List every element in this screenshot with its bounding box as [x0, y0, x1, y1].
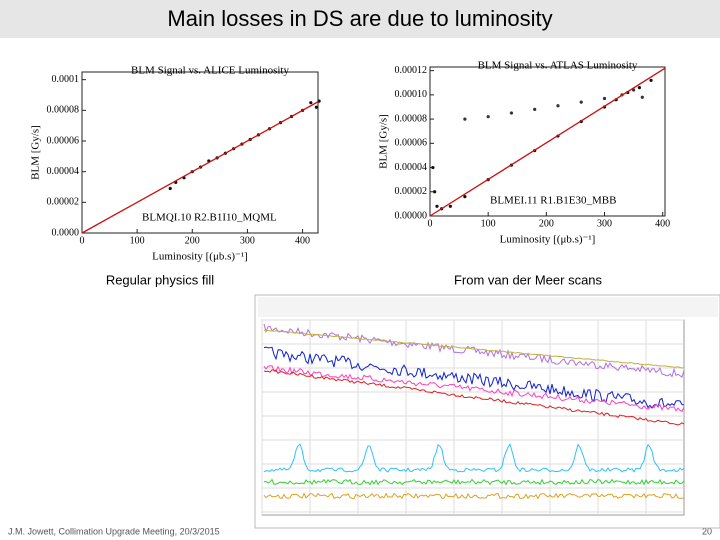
- x-tick-label: 300: [240, 235, 255, 246]
- screenshot-trace: [263, 478, 685, 486]
- point: [533, 107, 537, 111]
- x-axis-label: Luminosity [(μb.s)⁻¹]: [152, 251, 248, 263]
- y-tick-label: 0.00004: [47, 166, 80, 177]
- fit-line: [81, 101, 319, 234]
- caption: From van der Meer scans: [454, 272, 603, 287]
- point: [435, 204, 439, 208]
- x-tick-label: 200: [539, 218, 554, 229]
- point: [448, 204, 452, 208]
- x-tick-label: 200: [185, 235, 200, 246]
- point: [637, 85, 642, 90]
- point: [168, 186, 172, 191]
- annotation: BLMQI.10 R2.B1I10_MQML: [142, 212, 277, 224]
- screenshot-trace: [263, 492, 685, 500]
- point: [463, 195, 467, 199]
- screenshot-trace: [263, 323, 685, 379]
- screenshot-trace: [263, 346, 685, 409]
- screenshot-trace: [263, 443, 685, 473]
- x-tick-label: 100: [481, 218, 496, 229]
- page-number: 20: [702, 526, 712, 536]
- y-tick-label: 0.00006: [47, 135, 80, 146]
- y-tick-label: 0.00012: [395, 65, 428, 76]
- slide-title: Main losses in DS are due to luminosity: [167, 6, 552, 31]
- screenshot-header: [258, 297, 718, 317]
- point: [463, 117, 467, 121]
- point: [314, 105, 318, 109]
- plot-area: [81, 71, 319, 234]
- x-tick-label: 100: [130, 235, 145, 246]
- x-tick-label: 400: [655, 218, 670, 229]
- point: [649, 78, 653, 82]
- point: [602, 96, 607, 101]
- annotation: BLMEI.11 R1.B1E30_MBB: [490, 195, 616, 207]
- screenshot-trace: [263, 329, 685, 369]
- title-band: [0, 0, 720, 38]
- y-tick-label: 0.00010: [395, 89, 428, 100]
- point: [433, 190, 437, 194]
- x-tick-label: 400: [295, 235, 310, 246]
- point: [579, 100, 583, 104]
- caption: Regular physics fill: [106, 272, 214, 287]
- y-tick-label: 0.0000: [52, 227, 80, 238]
- x-tick-label: 300: [597, 218, 612, 229]
- x-axis-label: Luminosity [(μb.s)⁻¹]: [500, 234, 596, 246]
- point: [486, 115, 490, 119]
- y-tick-label: 0.00004: [395, 162, 428, 173]
- y-tick-label: 0.00002: [395, 186, 428, 197]
- point: [309, 101, 313, 105]
- y-tick-label: 0.0001: [52, 74, 80, 85]
- y-tick-label: 0.00006: [395, 138, 428, 149]
- y-tick-label: 0.00008: [47, 105, 80, 116]
- point: [431, 165, 435, 170]
- fit-line: [429, 67, 666, 217]
- screenshot-trace: [263, 369, 685, 426]
- footer: J.M. Jowett, Collimation Upgrade Meeting…: [8, 526, 220, 536]
- y-axis-label: BLM [Gy/s]: [378, 114, 390, 169]
- y-tick-label: 0.00000: [395, 210, 428, 221]
- point: [509, 111, 514, 115]
- screenshot-trace: [263, 365, 685, 412]
- y-axis-label: BLM [Gy/s]: [30, 125, 42, 180]
- timber-screenshot: [254, 294, 720, 529]
- chart-title: BLM Signal vs. ALICE Luminosity: [131, 65, 289, 77]
- point: [317, 99, 321, 103]
- point: [556, 104, 560, 108]
- point: [640, 95, 644, 99]
- x-tick-label: 0: [80, 235, 85, 246]
- y-tick-label: 0.00002: [47, 197, 80, 208]
- chart-title: BLM Signal vs. ATLAS Luminosity: [478, 60, 638, 72]
- y-tick-label: 0.00008: [395, 113, 428, 124]
- x-tick-label: 0: [428, 218, 433, 229]
